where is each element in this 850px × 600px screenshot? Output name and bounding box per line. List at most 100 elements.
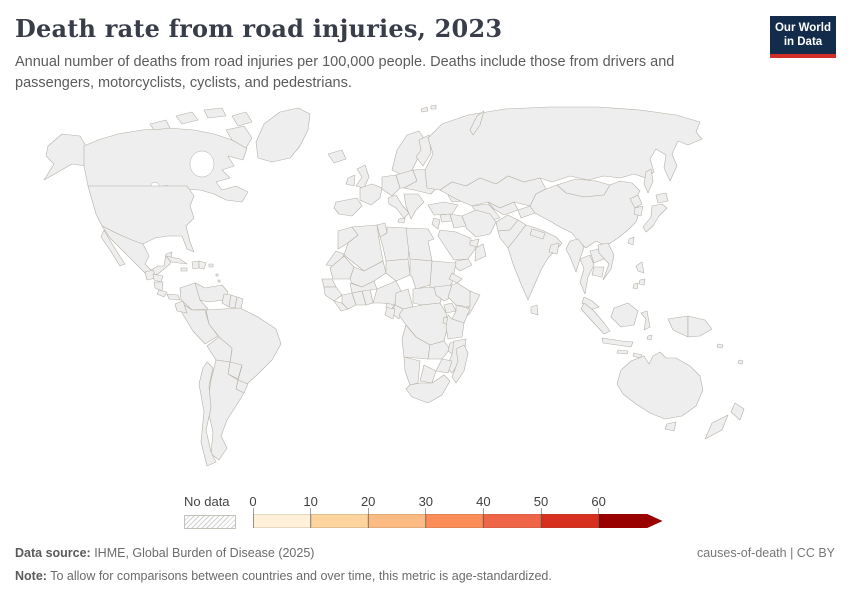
region-lesser-antilles-1[interactable] (215, 273, 219, 277)
region-turkey[interactable] (427, 201, 459, 216)
region-baffin[interactable] (225, 125, 253, 149)
legend-segment[interactable] (540, 514, 599, 528)
region-south-korea[interactable] (633, 205, 644, 217)
region-uk[interactable] (355, 164, 370, 189)
region-arctic-island-3[interactable] (203, 107, 227, 119)
region-finland[interactable] (415, 134, 432, 167)
region-madagascar[interactable] (451, 344, 469, 384)
region-puerto-rico[interactable] (208, 263, 214, 268)
region-haiti[interactable] (191, 260, 200, 270)
region-philippines-visayas[interactable] (638, 278, 646, 286)
region-egypt[interactable] (405, 227, 435, 262)
legend-no-data[interactable]: No data (184, 494, 236, 529)
region-botswana[interactable] (419, 364, 437, 384)
region-philippines-luzon[interactable] (635, 261, 645, 274)
region-costa-rica[interactable] (156, 289, 168, 298)
region-zimbabwe[interactable] (435, 358, 453, 374)
region-novaya-zemlya[interactable] (469, 110, 485, 136)
legend-segment[interactable] (253, 514, 311, 528)
region-laos[interactable] (589, 248, 605, 264)
region-equatorial-guinea[interactable] (385, 302, 395, 310)
region-australia[interactable] (616, 351, 704, 420)
region-yemen[interactable] (453, 258, 473, 272)
region-iran[interactable] (461, 209, 497, 238)
region-sakhalin[interactable] (643, 168, 654, 194)
region-iberia[interactable] (333, 197, 363, 217)
region-guinea[interactable] (323, 286, 343, 302)
region-svalbard-2[interactable] (430, 104, 437, 110)
region-jamaica[interactable] (180, 267, 188, 272)
region-tanzania[interactable] (445, 314, 465, 340)
region-oman[interactable] (474, 243, 487, 262)
region-balkans-greece[interactable] (403, 193, 425, 220)
region-thailand[interactable] (579, 254, 595, 295)
region-nz-south-island[interactable] (704, 414, 729, 440)
region-solomon-islands[interactable] (716, 343, 724, 349)
region-hokkaido[interactable] (655, 192, 669, 204)
region-france[interactable] (359, 183, 383, 206)
region-iceland[interactable] (327, 149, 347, 164)
region-ivory-coast[interactable] (341, 292, 357, 310)
region-sri-lanka[interactable] (530, 304, 539, 316)
region-bangladesh[interactable] (548, 242, 560, 255)
region-south-africa[interactable] (405, 374, 451, 404)
region-argentina[interactable] (206, 359, 245, 461)
region-sicily[interactable] (397, 217, 406, 224)
region-iraq[interactable] (449, 213, 467, 229)
region-uae-qatar[interactable] (469, 238, 480, 248)
region-greenland[interactable] (255, 107, 311, 163)
region-uganda[interactable] (443, 302, 457, 314)
region-ecuador[interactable] (174, 300, 188, 314)
legend-segment[interactable] (368, 514, 426, 528)
region-tasmania[interactable] (664, 421, 677, 432)
region-canada[interactable] (83, 127, 249, 203)
region-dominican-republic[interactable] (198, 260, 207, 270)
region-germany-central-europe[interactable] (381, 174, 401, 197)
region-japan[interactable] (642, 203, 668, 233)
region-panama[interactable] (166, 293, 181, 301)
region-peru[interactable] (179, 301, 219, 345)
region-arctic-island-2[interactable] (175, 111, 199, 125)
region-cuba[interactable] (165, 255, 188, 265)
legend-arrow-segment[interactable] (598, 514, 663, 528)
region-baja-california[interactable] (100, 229, 126, 267)
license-line[interactable]: causes-of-death | CC BY (696, 546, 835, 560)
owid-logo[interactable]: Our World in Data (770, 16, 836, 58)
region-niger[interactable] (385, 258, 411, 282)
legend-segment[interactable] (310, 514, 369, 528)
region-lesser-sunda[interactable] (616, 349, 629, 355)
region-honduras[interactable] (152, 273, 164, 283)
region-java[interactable] (601, 337, 634, 348)
region-senegal[interactable] (321, 278, 337, 288)
legend-segment[interactable] (483, 514, 541, 528)
region-sulawesi[interactable] (640, 310, 651, 331)
legend-segment[interactable] (425, 514, 484, 528)
data-source-line[interactable]: Data source: IHME, Global Burden of Dise… (15, 546, 315, 560)
legend-scale[interactable]: 0 10 20 30 40 50 60 (249, 494, 673, 530)
region-fiji[interactable] (737, 359, 744, 365)
region-zambia[interactable] (427, 340, 451, 360)
region-borneo[interactable] (610, 302, 639, 328)
region-sumatra[interactable] (580, 302, 611, 335)
region-maluku[interactable] (646, 334, 653, 341)
region-papua-new-guinea[interactable] (687, 315, 713, 338)
region-alaska[interactable] (43, 133, 87, 181)
region-chile[interactable] (198, 361, 217, 467)
region-cambodia[interactable] (591, 266, 605, 278)
region-taiwan[interactable] (627, 236, 635, 246)
region-svalbard-1[interactable] (420, 106, 429, 113)
region-gabon[interactable] (384, 306, 396, 320)
region-italy[interactable] (387, 194, 410, 219)
region-russia[interactable] (424, 106, 703, 191)
region-malaysia[interactable] (581, 296, 600, 311)
region-west-papua[interactable] (667, 315, 689, 338)
region-lesser-antilles-2[interactable] (217, 279, 221, 283)
region-ireland[interactable] (345, 174, 356, 187)
region-ellesmere[interactable] (231, 111, 253, 127)
region-china[interactable] (529, 180, 641, 249)
region-chad[interactable] (409, 258, 433, 290)
region-jordan-israel[interactable] (431, 217, 441, 230)
region-vietnam[interactable] (597, 242, 615, 281)
region-nicaragua[interactable] (153, 281, 164, 292)
region-nepal[interactable] (529, 228, 546, 240)
